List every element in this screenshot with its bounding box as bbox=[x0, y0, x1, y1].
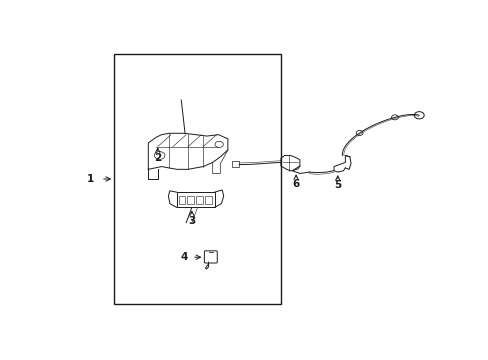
Text: 5: 5 bbox=[333, 180, 341, 190]
Text: 4: 4 bbox=[180, 252, 187, 262]
Bar bbox=[205, 196, 211, 204]
Bar bbox=[176, 192, 214, 207]
Text: 1: 1 bbox=[87, 174, 94, 184]
Text: 3: 3 bbox=[188, 216, 195, 226]
Bar bbox=[187, 196, 194, 204]
Bar bbox=[178, 196, 185, 204]
Text: 2: 2 bbox=[154, 153, 161, 163]
Bar bbox=[196, 196, 203, 204]
Text: 6: 6 bbox=[292, 179, 299, 189]
Bar bbox=[114, 54, 280, 304]
Bar bbox=[231, 161, 239, 167]
